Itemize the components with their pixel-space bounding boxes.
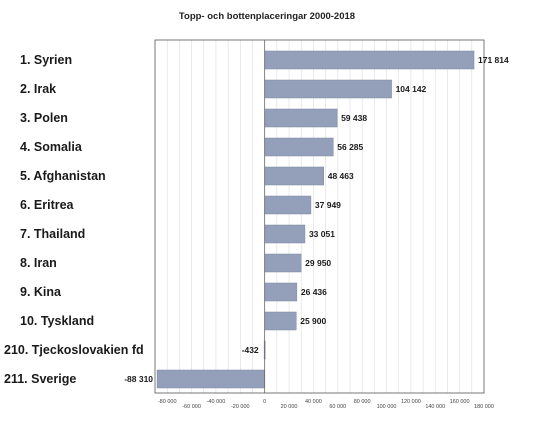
value-label: 104 142 [396, 84, 427, 94]
x-tick-label: 160 000 [450, 399, 470, 405]
x-tick-label: 0 [263, 399, 266, 405]
bar [264, 108, 338, 128]
plot-frame [154, 39, 485, 394]
bar [264, 79, 392, 99]
value-label: -432 [242, 345, 259, 355]
grid-lines [166, 40, 473, 393]
x-tick-label: 100 000 [377, 404, 397, 410]
category-label: 5. Afghanistan [20, 169, 106, 183]
value-labels: 171 814 104 142 59 438 56 285 48 463 37 949 33… [124, 55, 509, 384]
category-label: 1. Syrien [20, 53, 72, 67]
category-label: 4. Somalia [20, 140, 83, 154]
x-tick-label: -80 000 [158, 399, 177, 405]
x-tick-label: 120 000 [401, 399, 421, 405]
value-label: 48 463 [328, 171, 354, 181]
value-label: -88 310 [124, 374, 153, 384]
value-label: 59 438 [341, 113, 367, 123]
bar [264, 137, 334, 157]
x-tick-label: 40 000 [305, 399, 322, 405]
category-label: 6. Eritrea [20, 198, 75, 212]
value-label: 171 814 [478, 55, 509, 65]
bar [264, 195, 312, 215]
bar [264, 311, 297, 331]
bar [264, 50, 475, 70]
value-label: 26 436 [301, 287, 327, 297]
bar [264, 253, 302, 273]
x-tick-label: 180 000 [474, 404, 494, 410]
x-tick-label: -40 000 [207, 399, 226, 405]
category-label: 2. Irak [20, 82, 56, 96]
x-tick-label: 80 000 [354, 399, 371, 405]
category-label: 9. Kina [20, 285, 62, 299]
value-label: 25 900 [300, 316, 326, 326]
x-tick-label: -60 000 [182, 404, 201, 410]
bar [264, 282, 298, 302]
category-label: 3. Polen [20, 111, 68, 125]
category-label: 211. Sverige [4, 372, 76, 386]
category-labels: 1. Syrien 2. Irak 3. Polen 4. Somalia 5. Afg… [4, 53, 144, 386]
category-label: 10. Tyskland [20, 314, 94, 328]
x-tick-label: -20 000 [231, 404, 250, 410]
value-label: 33 051 [309, 229, 335, 239]
bars [156, 50, 475, 389]
value-label: 56 285 [337, 142, 363, 152]
category-label: 7. Thailand [20, 227, 85, 241]
x-tick-labels: -80 000 -60 000 -40 000 -20 000 0 20 000 40 00… [158, 399, 494, 410]
chart-title: Topp- och bottenplaceringar 2000-2018 [178, 11, 356, 22]
x-tick-label: 20 000 [281, 404, 298, 410]
x-tick-label: 60 000 [329, 404, 346, 410]
bar [264, 224, 306, 244]
value-label: 29 950 [305, 258, 331, 268]
bar [156, 369, 265, 389]
x-tick-label: 140 000 [425, 404, 445, 410]
value-label: 37 949 [315, 200, 341, 210]
category-label: 8. Iran [20, 256, 57, 270]
bar [264, 166, 324, 186]
category-label: 210. Tjeckoslovakien fd [4, 343, 144, 357]
